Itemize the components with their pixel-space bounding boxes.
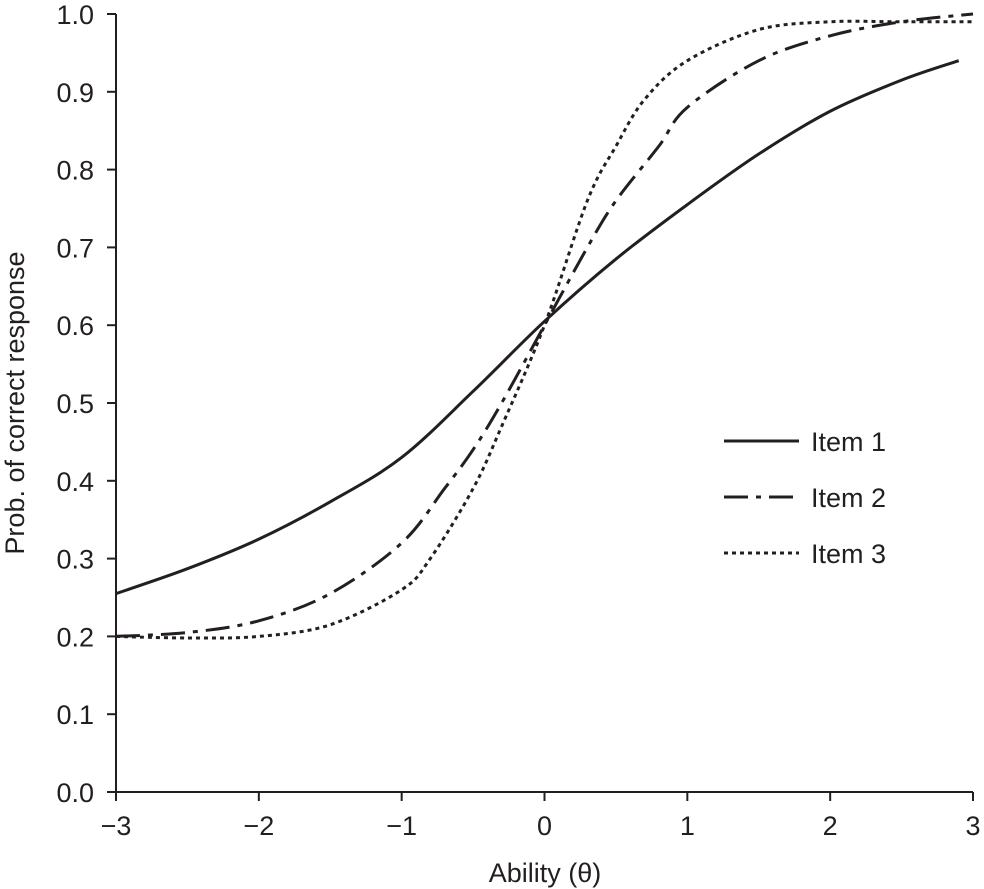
y-tick-label: 0.8 [56, 156, 94, 186]
legend: Item 1 Item 2 Item 3 [724, 427, 886, 569]
y-ticks: 0.0 0.1 0.2 0.3 0.4 0.5 0.6 0.7 0.8 0.9 1.0 [56, 0, 116, 808]
y-tick-label: 0.4 [56, 467, 94, 497]
y-tick-label: 0.0 [56, 778, 94, 808]
y-tick-label: 0.9 [56, 78, 94, 108]
y-tick-label: 0.1 [56, 700, 94, 730]
series-line-item-1 [115, 59, 960, 596]
y-tick-label: 0.5 [56, 389, 94, 419]
legend-label-item-3: Item 3 [811, 539, 886, 569]
x-tick-label: −1 [386, 811, 417, 841]
y-tick-label: 0.7 [56, 233, 94, 263]
y-tick-label: 0.2 [56, 622, 94, 652]
x-tick-label: −2 [243, 811, 274, 841]
y-tick-label: 0.6 [56, 311, 94, 341]
y-tick-label: 0.3 [56, 545, 94, 575]
y-tick-label: 1.0 [56, 0, 94, 30]
x-tick-label: 2 [823, 811, 838, 841]
series-line-item-3 [115, 19, 973, 640]
x-tick-label: 0 [537, 811, 552, 841]
x-tick-label: 3 [965, 811, 980, 841]
x-ticks: −3 −2 −1 0 1 2 3 [101, 792, 981, 841]
axes [115, 14, 973, 793]
x-axis-title: Ability (θ) [489, 858, 602, 888]
x-tick-label: 1 [680, 811, 695, 841]
series-line-item-2 [115, 12, 974, 638]
legend-label-item-2: Item 2 [811, 483, 886, 513]
legend-label-item-1: Item 1 [811, 427, 886, 457]
y-axis-title: Prob. of correct response [0, 251, 30, 554]
x-tick-label: −3 [101, 811, 132, 841]
series-layer [115, 12, 974, 640]
